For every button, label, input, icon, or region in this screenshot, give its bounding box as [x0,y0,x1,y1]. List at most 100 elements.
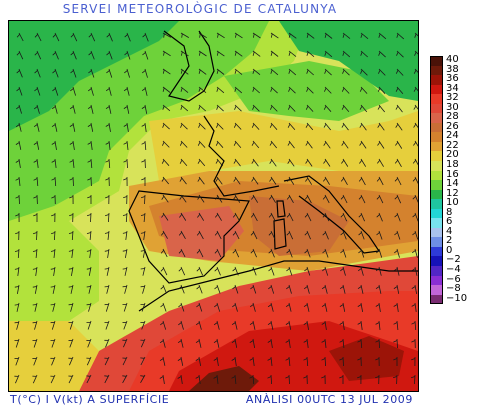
wind-barb [270,230,276,240]
wind-barb-flag [376,214,380,218]
wind-barb [69,320,74,330]
wind-barb-flag [303,304,308,308]
wind-barb-flag [213,376,218,379]
wind-barb-flag [412,196,416,200]
wind-barb-flag [33,124,38,128]
wind-barb [306,194,312,204]
wind-barb-flag [357,268,362,272]
footer-variable-label: T(°C) I V(kt) A SUPERFÍCIE [10,393,170,406]
wind-barb-flag [105,178,110,181]
wind-barb [162,176,170,185]
wind-barb-flag [52,52,56,56]
coast-france [203,115,280,197]
wind-barb-flag [340,196,344,200]
wind-barb-flag [393,304,398,307]
legend-label: 38 [446,63,459,75]
wind-barb-flag [411,268,416,272]
wind-barb-flag [268,196,273,200]
wind-barb [306,158,313,167]
wind-barb-flag [87,178,92,181]
wind-barb-flag [123,88,128,92]
wind-barb-flag [105,196,110,199]
wind-barb-flag [233,177,237,182]
wind-barb [144,194,146,205]
zone-sw-warm [9,321,99,391]
wind-barb-flag [177,358,182,361]
wind-barb-flag [269,142,273,146]
wind-barb [306,302,310,312]
legend-label: 24 [446,130,459,142]
wind-barb-flag [34,52,38,56]
wind-barb-flag [358,178,363,182]
wind-barb-flag [412,160,417,164]
wind-barb-flag [321,358,326,361]
wind-barb [33,356,38,366]
zone-28 [159,206,244,261]
wind-barb-flag [180,123,183,128]
wind-barb [72,122,76,132]
wind-barb-flag [304,232,308,236]
wind-barb-flag [339,304,344,307]
legend-label: 36 [446,73,459,85]
wind-barb [144,140,147,151]
legend-swatch [430,208,443,219]
wind-barb-flag [287,123,291,128]
wind-barb-flag [197,214,201,218]
wind-barb [288,68,297,76]
legend-swatch [430,189,443,200]
wind-barb [324,122,332,131]
wind-barb-flag [232,214,237,218]
wind-barb [180,266,186,276]
wind-barb-flag [214,268,218,272]
wind-barb-flag [70,34,74,38]
wind-barb-flag [214,286,218,290]
wind-barb-flag [375,286,380,290]
wind-barb [342,212,348,222]
legend-label: 20 [446,149,459,161]
legend-swatch [430,294,443,305]
wind-barb-flag [160,268,164,272]
wind-barbs [14,32,418,385]
wind-barb-flag [178,304,182,308]
wind-barb-flag [160,322,164,326]
wind-barb-flag [216,51,219,56]
wind-barb-flag [413,105,417,110]
wind-barb-flag [86,232,92,234]
wind-barb-flag [394,196,398,200]
legend-swatch [430,84,443,95]
wind-barb-flag [106,34,110,38]
wind-barb [270,32,279,39]
wind-barb-flag [252,105,255,110]
wind-barb [360,320,363,330]
wind-barb-flag [234,87,237,92]
wind-barb-flag [180,87,183,92]
wind-barb-flag [179,159,183,164]
wind-barb-flag [15,160,20,163]
wind-barb-flag [252,51,255,56]
legend-swatch [430,56,443,66]
wind-barb-flag [70,52,74,56]
wind-barb [36,50,42,60]
wind-barb-flag [286,286,290,290]
wind-barb [342,302,346,312]
wind-barb-flag [140,375,145,377]
wind-barb [252,122,260,130]
wind-barb-flag [340,214,344,218]
wind-barb-flag [178,322,182,326]
wind-barb [144,32,149,42]
legend-label: −8 [446,283,461,295]
wind-barb [142,266,146,276]
wind-barb [15,338,20,348]
wind-barb-flag [14,250,20,252]
legend-item: 38 [430,63,480,76]
wind-barb-flag [414,33,417,38]
wind-barb-flag [51,178,56,181]
wind-barb-flag [288,69,291,74]
wind-barb [198,338,202,348]
legend-item: 4 [430,226,480,238]
wind-barb [252,248,257,258]
wind-barb-flag [163,51,165,56]
legend-item: 40 [430,55,480,66]
wind-barb [324,284,328,294]
wind-barb-flag [305,178,309,182]
